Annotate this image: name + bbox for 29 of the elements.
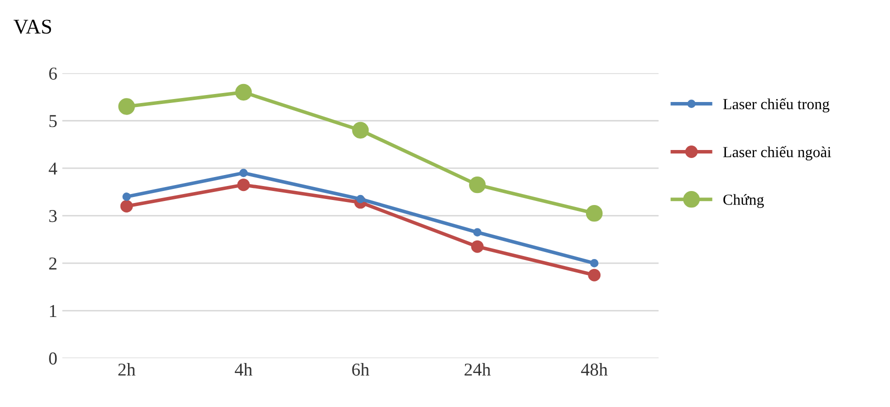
x-tick-label: 6h: [352, 363, 370, 376]
x-tick-label: 2h: [118, 363, 136, 376]
point: [237, 178, 250, 192]
point: [239, 168, 248, 178]
y-tick-label: 4: [48, 162, 58, 174]
point: [122, 192, 131, 201]
y-axis-title: VAS: [14, 20, 52, 34]
legend-label: Laser chiếu trong: [723, 98, 830, 112]
y-tick-label: 6: [49, 68, 57, 80]
point: [469, 176, 486, 194]
x-tick-label: 4h: [234, 363, 252, 376]
point: [471, 240, 484, 253]
legend-label: Chứng: [723, 194, 764, 208]
y-tick-label: 0: [49, 352, 57, 365]
point: [590, 259, 598, 268]
point: [352, 122, 369, 139]
y-tick-label: 2: [49, 258, 56, 270]
y-tick-label: 3: [49, 210, 57, 222]
point: [118, 98, 135, 115]
point: [120, 200, 133, 212]
legend-label: Laser chiếu ngoài: [723, 146, 832, 160]
x-tick-label: 24h: [464, 363, 491, 376]
point: [473, 228, 482, 236]
x-tick-label: 48h: [581, 363, 608, 376]
point: [588, 268, 601, 282]
point: [235, 84, 252, 101]
y-tick-label: 5: [49, 115, 57, 128]
point: [586, 205, 603, 222]
y-tick-label: 1: [50, 305, 56, 317]
